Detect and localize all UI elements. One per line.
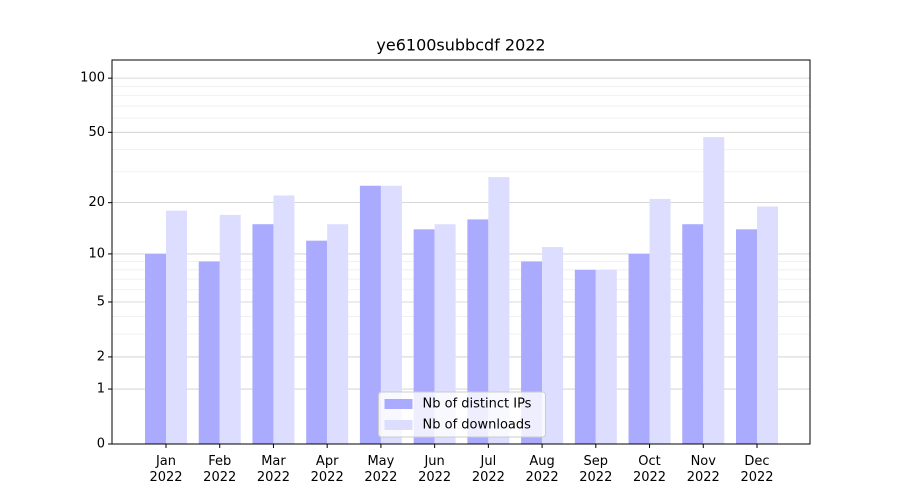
x-tick-label: Sep 2022 (579, 454, 612, 485)
bar (413, 229, 435, 444)
bar (145, 253, 166, 444)
legend-swatch (384, 420, 413, 430)
bar (488, 177, 510, 445)
x-tick-label: Oct 2022 (633, 454, 666, 485)
x-tick-label: May 2022 (364, 454, 397, 485)
legend-swatch (384, 399, 413, 409)
bar (542, 247, 564, 444)
bar (219, 214, 241, 444)
bar (682, 224, 704, 444)
bar (198, 261, 220, 444)
y-tick-label: 10 (88, 246, 105, 261)
bar (649, 198, 671, 444)
bar (166, 210, 187, 444)
y-tick-label: 5 (97, 294, 105, 309)
x-tick-label: Dec 2022 (740, 454, 773, 485)
y-tick-label: 50 (88, 125, 105, 140)
x-tick-label: Jul 2022 (472, 454, 505, 485)
x-tick-label: Apr 2022 (311, 454, 344, 485)
bar (467, 219, 489, 444)
y-tick-label: 0 (97, 437, 105, 452)
legend-label: Nb of downloads (423, 418, 532, 433)
bar (703, 137, 725, 445)
plot-frame (111, 59, 811, 445)
legend-label: Nb of distinct IPs (423, 397, 532, 412)
x-tick-label: Nov 2022 (687, 454, 720, 485)
bar (628, 253, 650, 444)
y-tick-label: 1 (97, 382, 105, 397)
bar (595, 269, 617, 444)
bar (574, 269, 596, 444)
x-tick-label: Aug 2022 (526, 454, 559, 485)
y-tick-label: 20 (88, 195, 105, 210)
x-tick-label: Feb 2022 (203, 454, 236, 485)
bar (306, 240, 328, 444)
bar (380, 185, 402, 445)
chart-title: ye6100subbcdf 2022 (376, 36, 545, 55)
y-tick-label: 2 (97, 349, 105, 364)
bar (359, 185, 381, 445)
bar (757, 206, 778, 444)
bar (736, 229, 757, 444)
bar (273, 195, 295, 444)
bar (252, 224, 274, 444)
bar (434, 224, 456, 444)
legend-box (378, 391, 546, 438)
bar (327, 224, 349, 444)
x-tick-label: Mar 2022 (257, 454, 290, 485)
x-tick-label: Jan 2022 (149, 454, 182, 485)
x-tick-label: Jun 2022 (418, 454, 451, 485)
y-tick-label: 100 (80, 71, 105, 86)
